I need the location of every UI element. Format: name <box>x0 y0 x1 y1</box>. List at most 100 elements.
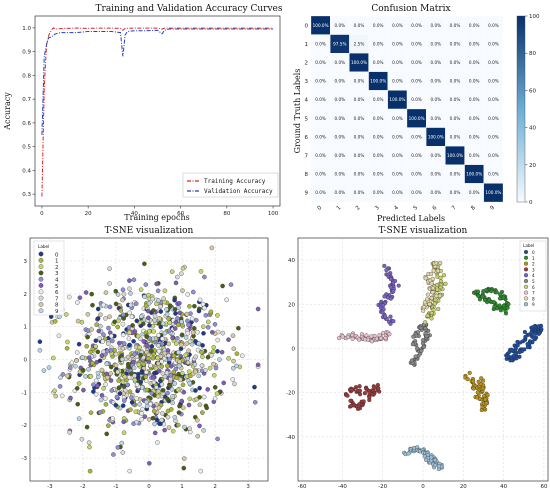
scatter-point-label-6 <box>156 348 162 354</box>
matrix-cell-label: 0.0% <box>411 153 422 158</box>
scatter-point-label-7 <box>106 341 111 346</box>
matrix-cell-label: 0.0% <box>373 153 384 158</box>
legend-label: 0 <box>55 252 59 258</box>
scatter-point-label-7 <box>86 440 92 445</box>
matrix-cell-label: 0.0% <box>430 153 441 158</box>
scatter-point-label-7 <box>345 334 351 339</box>
matrix-row-label: 6 <box>305 135 309 141</box>
scatter-point-label-1 <box>187 304 192 309</box>
scatter-point-label-3 <box>345 393 350 398</box>
legend-title: Label <box>523 243 534 248</box>
tsne-chart-right: T-SNE visualization -60 -40 -20 0 20 40 60-40-… <box>286 226 549 490</box>
scatter-point-label-1 <box>494 290 499 295</box>
scatter-point-label-8 <box>178 377 183 382</box>
scatter-point-label-1 <box>169 407 174 412</box>
scatter-point-label-5 <box>86 355 92 360</box>
scatter-point-label-8 <box>429 281 434 286</box>
y-tick-label: 0 <box>292 346 296 352</box>
scatter-point-label-3 <box>151 308 156 313</box>
scatter-point-label-4 <box>97 410 103 415</box>
matrix-cell-label: 0.0% <box>450 116 461 121</box>
scatter-point-label-4 <box>131 277 137 282</box>
scatter-point-label-5 <box>142 414 148 419</box>
scatter-point-label-6 <box>156 332 161 338</box>
scatter-point-label-3 <box>197 395 202 400</box>
scatter-point-label-9 <box>162 330 168 336</box>
matrix-cell-label: 100.0% <box>389 97 405 102</box>
x-tick-label: -60 <box>298 484 307 490</box>
scatter-point-label-8 <box>166 341 172 347</box>
scatter-point-label-2 <box>483 397 488 402</box>
scatter-point-label-3 <box>113 301 119 307</box>
scatter-point-label-9 <box>433 463 438 468</box>
scatter-point-label-3 <box>74 386 80 391</box>
scatter-point-label-9 <box>139 314 144 319</box>
scatter-point-label-1 <box>497 303 502 308</box>
scatter-point-label-1 <box>144 387 150 393</box>
y-tick-label: 20 <box>288 302 295 308</box>
scatter-point-label-4 <box>186 322 191 328</box>
legend-label: 9 <box>55 309 59 315</box>
scatter-point-label-6 <box>431 307 436 312</box>
scatter-point-label-6 <box>230 377 235 382</box>
scatter-point-label-2 <box>93 344 98 349</box>
scatter-point-label-0 <box>95 316 101 321</box>
scatter-point-label-2 <box>200 354 205 360</box>
scatter-point-label-2 <box>211 373 217 378</box>
scatter-point-label-0 <box>505 354 510 359</box>
x-tick-label: 60 <box>177 211 184 217</box>
scatter-point-label-9 <box>432 458 438 463</box>
scatter-point-label-8 <box>425 292 430 297</box>
scatter-point-label-0 <box>139 370 145 375</box>
scatter-point-label-0 <box>131 339 136 344</box>
matrix-cell-label: 0.0% <box>334 190 345 195</box>
scatter-point-label-4 <box>175 336 180 341</box>
scatter-point-label-2 <box>475 390 480 395</box>
scatter-point-label-3 <box>367 397 372 403</box>
scatter-point-label-6 <box>100 339 105 344</box>
scatter-point-label-4 <box>68 365 73 370</box>
scatter-point-label-5 <box>210 330 215 335</box>
scatter-point-label-4 <box>381 307 386 312</box>
scatter-point-label-7 <box>121 291 127 297</box>
scatter-point-label-8 <box>186 348 191 354</box>
confusion-matrix-xlabel: Predicted Labels <box>377 214 445 223</box>
scatter-point-label-6 <box>103 382 108 387</box>
scatter-point-label-8 <box>105 375 110 380</box>
matrix-cell-label: 0.0% <box>450 79 461 84</box>
y-tick-label: 0.5 <box>22 145 31 151</box>
y-tick-label: 1 <box>24 325 28 331</box>
scatter-point-label-8 <box>185 360 191 365</box>
scatter-point-label-0 <box>129 400 135 405</box>
scatter-point-label-3 <box>177 403 182 409</box>
scatter-point-label-5 <box>255 362 261 368</box>
colorbar-tick-label: 60 <box>529 88 536 94</box>
scatter-point-label-0 <box>178 346 184 351</box>
scatter-point-label-3 <box>192 303 197 309</box>
scatter-point-label-9 <box>176 363 182 369</box>
y-tick-label: 0.8 <box>22 73 31 79</box>
accuracy-chart-xlabel: Training epochs <box>124 213 189 222</box>
scatter-point-label-6 <box>429 316 434 321</box>
legend-label: 0 <box>532 250 535 255</box>
scatter-point-label-5 <box>172 326 178 331</box>
legend-label: 7 <box>532 291 535 296</box>
accuracy-chart: Training and Validation Accuracy Curves … <box>3 4 283 222</box>
scatter-point-label-6 <box>93 378 99 384</box>
scatter-point-label-5 <box>145 308 151 314</box>
scatter-point-label-8 <box>166 425 172 430</box>
scatter-point-label-3 <box>95 349 101 355</box>
scatter-point-label-6 <box>198 468 204 474</box>
scatter-point-label-0 <box>149 344 155 349</box>
legend-marker <box>523 278 529 284</box>
scatter-point-label-4 <box>205 325 211 330</box>
legend-label-validation: Validation Accuracy <box>204 188 273 195</box>
scatter-point-label-5 <box>415 346 420 351</box>
scatter-point-label-5 <box>409 358 414 363</box>
legend-title: Label <box>38 244 49 249</box>
x-tick-label: 0 <box>40 211 44 217</box>
legend-label-training: Training Accuracy <box>204 178 266 185</box>
scatter-point-label-2 <box>214 391 220 397</box>
scatter-point-label-3 <box>84 424 90 430</box>
scatter-point-label-3 <box>144 334 149 339</box>
